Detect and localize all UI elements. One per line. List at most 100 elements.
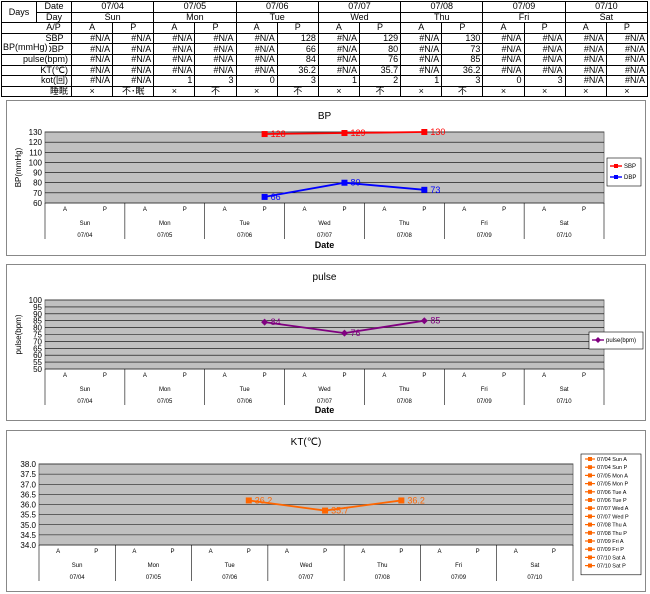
value-cell: × (523, 85, 566, 98)
x-axis-label: Date (315, 405, 335, 415)
value-cell: #N/A (564, 75, 607, 87)
x-day-label: Wed (318, 387, 330, 393)
value-cell: × (482, 85, 525, 98)
value-cell: #N/A (400, 43, 443, 55)
x-ap-label: P (342, 207, 346, 213)
x-date-label: 07/05 (157, 233, 173, 239)
data-point (421, 186, 428, 193)
value-cell: #N/A (605, 32, 649, 45)
y-tick-label: 65 (33, 344, 42, 353)
chart-title: pulse (313, 272, 337, 283)
value-cell: #N/A (194, 43, 237, 55)
value-cell: #N/A (112, 75, 155, 87)
value-cell: #N/A (482, 64, 525, 77)
x-ap-label: A (514, 549, 518, 555)
x-ap-label: P (183, 207, 187, 213)
y-tick-label: 70 (33, 189, 42, 198)
x-day-label: Fri (481, 387, 488, 393)
legend-label: 07/04 Sun P (597, 465, 628, 471)
kt-chart: KT(℃) 34.034.535.035.536.0 36.537.037.538.… (20, 437, 642, 581)
x-ap-label: A (542, 373, 546, 379)
data-label: 36.2 (255, 495, 273, 505)
x-day-label: Thu (399, 387, 409, 393)
day-cell: Mon (153, 11, 237, 24)
y-tick-label: 36.5 (20, 490, 36, 499)
x-date-label: 07/08 (397, 399, 413, 405)
x-ap-label: P (502, 373, 506, 379)
data-label: 130 (430, 127, 445, 137)
pulse-chart: pulse50556065707580859095100pulse(bpm)Su… (14, 272, 644, 415)
date-cell: 07/10 (564, 1, 649, 13)
value-cell: #N/A (564, 64, 607, 77)
value-cell: 0 (235, 75, 278, 87)
x-day-label: Wed (300, 563, 312, 569)
legend-label: 07/10 Sat A (597, 555, 626, 561)
value-cell: 128 (276, 32, 319, 45)
ap-cell: P (276, 22, 319, 34)
x-ap-label: P (170, 549, 174, 555)
x-ap-label: A (462, 373, 466, 379)
date-cell: 07/06 (235, 1, 319, 13)
value-cell: #N/A (400, 53, 443, 66)
kt-chart-panel: KT(℃) 34.0 34.5 35.0 35.5 36.0 36.5 37.0 37.5 38.… (6, 430, 646, 592)
legend-label: 07/05 Mon P (597, 482, 629, 488)
value-cell: #N/A (317, 64, 360, 77)
x-day-label: Tue (240, 387, 251, 393)
ap-cell: A (70, 22, 114, 34)
legend-label: 07/04 Sun A (597, 457, 627, 463)
legend-marker (588, 522, 592, 527)
y-tick-label: 100 (29, 158, 43, 167)
value-cell: #N/A (482, 43, 525, 55)
x-day-label: Fri (455, 563, 462, 569)
day-cell: Wed (317, 11, 402, 24)
x-ap-label: P (263, 373, 267, 379)
value-cell: 不･眠 (112, 85, 155, 98)
value-cell: 36.2 (276, 64, 319, 77)
y-tick-label: 80 (33, 324, 42, 333)
y-tick-label: 50 (33, 365, 42, 374)
row-label-text: 睡眠 (49, 86, 68, 97)
y-tick-label: 60 (33, 199, 42, 208)
y-tick-label: 90 (33, 310, 42, 319)
ap-cell: A (482, 22, 525, 34)
bp-row-label: BP(mmHg) (2, 42, 49, 52)
y-tick-label: 95 (33, 303, 42, 312)
x-day-label: Wed (318, 221, 330, 227)
date-cell: 07/05 (153, 1, 237, 13)
value-cell: #N/A (564, 53, 607, 66)
x-date-label: 07/06 (237, 233, 253, 239)
legend-marker (588, 498, 592, 502)
value-cell: #N/A (400, 64, 443, 77)
data-point (261, 193, 268, 200)
row-label: 睡眠 (1, 85, 72, 98)
y-tick-label: 60 (33, 351, 42, 360)
data-point (340, 329, 348, 337)
value-cell: #N/A (400, 32, 443, 45)
date-cell: 07/04 (70, 1, 155, 13)
data-point (420, 317, 428, 325)
x-day-label: Tue (225, 563, 236, 569)
x-date-label: 07/05 (146, 575, 162, 581)
legend-marker (588, 481, 592, 486)
y-tick-label: 55 (33, 358, 42, 367)
x-day-label: Sat (530, 563, 539, 569)
legend-label: 07/06 Tue P (597, 498, 627, 504)
x-date-label: 07/06 (237, 399, 253, 405)
value-cell: #N/A (112, 53, 155, 66)
value-cell: #N/A (564, 32, 607, 45)
bp-chart-panel: BP 60 70 80 90 100 110 120 130 BP(mmHg) Sun 07/04 Mo… (6, 100, 646, 256)
value-cell: 73 (441, 43, 484, 55)
legend-marker (588, 530, 592, 535)
x-ap-label: P (263, 207, 267, 213)
ap-label: A/P (46, 22, 61, 33)
x-date-label: 07/10 (527, 575, 543, 581)
x-day-label: Mon (148, 563, 160, 569)
ap-cell: P (358, 22, 402, 34)
data-point (341, 130, 348, 137)
x-day-label: Mon (159, 387, 171, 393)
x-date-label: 07/10 (557, 233, 573, 239)
x-day-label: Sat (560, 221, 569, 227)
value-cell: #N/A (194, 64, 237, 77)
legend-label: 07/09 Fri P (597, 547, 624, 553)
ap-cell: P (194, 22, 237, 34)
